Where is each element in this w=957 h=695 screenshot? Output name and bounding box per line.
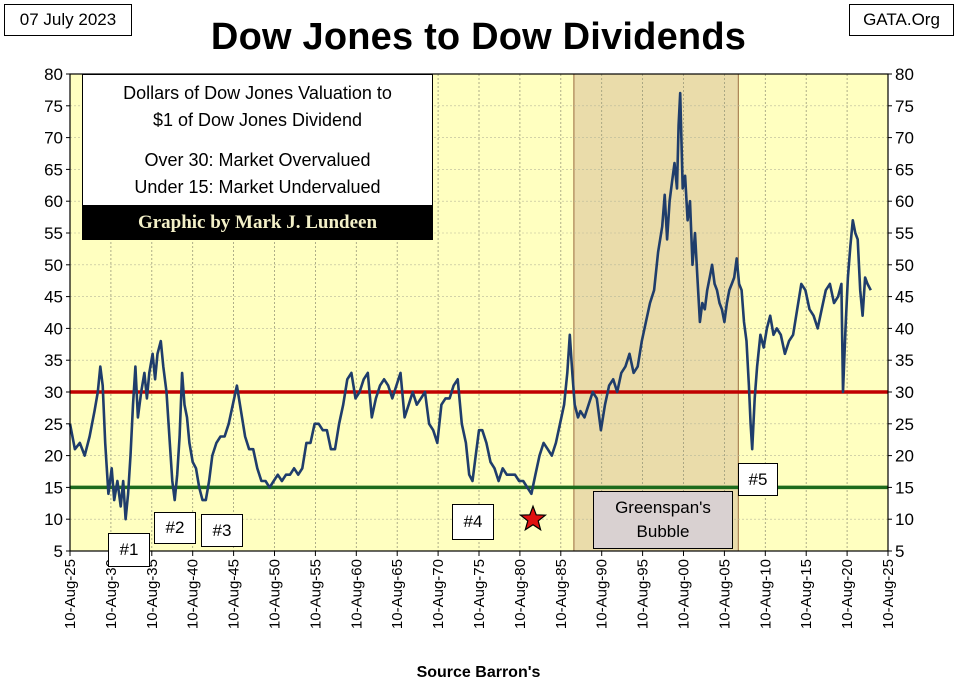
x-tick-label: 10-Aug-95: [635, 559, 652, 629]
credit-banner: Graphic by Mark J. Lundeen: [82, 206, 433, 240]
greenspan-line-1: Greenspan's: [615, 498, 711, 517]
x-tick-label: 10-Aug-70: [430, 559, 447, 629]
y-tick-label-right: 25: [895, 415, 914, 434]
note-line-1: Dollars of Dow Jones Valuation to: [123, 83, 392, 103]
x-tick-label: 10-Aug-85: [553, 559, 570, 629]
x-tick-label: 10-Aug-35: [144, 559, 161, 629]
label-2: #2: [154, 512, 196, 544]
date-label: 07 July 2023: [4, 4, 132, 36]
label-1: #1: [108, 533, 150, 567]
y-tick-label-left: 50: [44, 256, 63, 275]
label-5: #5: [738, 463, 778, 496]
y-tick-label-left: 15: [44, 478, 63, 497]
x-tick-label: 10-Aug-90: [594, 559, 611, 629]
y-tick-label-right: 20: [895, 447, 914, 466]
y-tick-label-left: 45: [44, 288, 63, 307]
x-tick-label: 10-Aug-05: [716, 559, 733, 629]
greenspan-shade: [573, 73, 739, 552]
y-tick-label-right: 45: [895, 288, 914, 307]
y-tick-label-left: 40: [44, 319, 63, 338]
y-tick-label-left: 10: [44, 510, 63, 529]
note-line-4: Under 15: Market Undervalued: [134, 177, 381, 197]
x-tick-label: 10-Aug-25: [880, 559, 897, 629]
y-tick-label-left: 5: [54, 542, 63, 561]
y-tick-label-left: 20: [44, 447, 63, 466]
x-tick-label: 10-Aug-10: [757, 559, 774, 629]
y-tick-label-right: 15: [895, 478, 914, 497]
note-line-2: $1 of Dow Jones Dividend: [152, 110, 363, 130]
y-tick-label-right: 65: [895, 160, 914, 179]
star-icon: [518, 504, 548, 532]
y-tick-label-left: 25: [44, 415, 63, 434]
y-tick-label-left: 75: [44, 97, 63, 116]
x-tick-label: 10-Aug-20: [839, 559, 856, 629]
x-tick-label: 10-Aug-00: [676, 559, 693, 629]
y-tick-label-right: 40: [895, 319, 914, 338]
greenspan-bubble-label: Greenspan's Bubble: [593, 491, 733, 549]
y-tick-label-left: 35: [44, 351, 63, 370]
x-tick-label: 10-Aug-75: [471, 559, 488, 629]
chart-title: Dow Jones to Dow Dividends: [210, 16, 747, 58]
y-tick-label-right: 75: [895, 97, 914, 116]
x-tick-label: 10-Aug-40: [185, 559, 202, 629]
x-tick-label: 10-Aug-55: [307, 559, 324, 629]
y-tick-label-right: 60: [895, 192, 914, 211]
y-tick-label-right: 55: [895, 224, 914, 243]
greenspan-line-2: Bubble: [636, 522, 690, 541]
x-tick-label: 10-Aug-45: [226, 559, 243, 629]
y-tick-label-right: 80: [895, 65, 914, 84]
y-tick-label-right: 10: [895, 510, 914, 529]
x-tick-label: 10-Aug-60: [348, 559, 365, 629]
note-box: Dollars of Dow Jones Valuation to $1 of …: [82, 74, 433, 206]
x-tick-label: 10-Aug-25: [62, 559, 79, 629]
x-tick-label: 10-Aug-65: [389, 559, 406, 629]
y-tick-label-right: 35: [895, 351, 914, 370]
y-tick-label-right: 30: [895, 383, 914, 402]
y-tick-label-left: 60: [44, 192, 63, 211]
label-3: #3: [201, 514, 243, 547]
y-tick-label-right: 50: [895, 256, 914, 275]
x-tick-label: 10-Aug-80: [512, 559, 529, 629]
source-label: Source Barron's: [416, 664, 541, 681]
site-label: GATA.Org: [849, 4, 954, 36]
x-tick-label: 10-Aug-50: [267, 559, 284, 629]
x-tick-label: 10-Aug-15: [798, 559, 815, 629]
y-tick-label-left: 80: [44, 65, 63, 84]
series-line: [68, 91, 872, 521]
y-tick-label-left: 70: [44, 129, 63, 148]
x-tick-label: 10-Aug-30: [103, 559, 120, 629]
note-line-3: Over 30: Market Overvalued: [144, 150, 371, 170]
y-tick-label-left: 55: [44, 224, 63, 243]
label-4: #4: [452, 504, 494, 540]
y-tick-label-left: 65: [44, 160, 63, 179]
y-tick-label-right: 5: [895, 542, 904, 561]
y-tick-label-left: 30: [44, 383, 63, 402]
y-tick-label-right: 70: [895, 129, 914, 148]
